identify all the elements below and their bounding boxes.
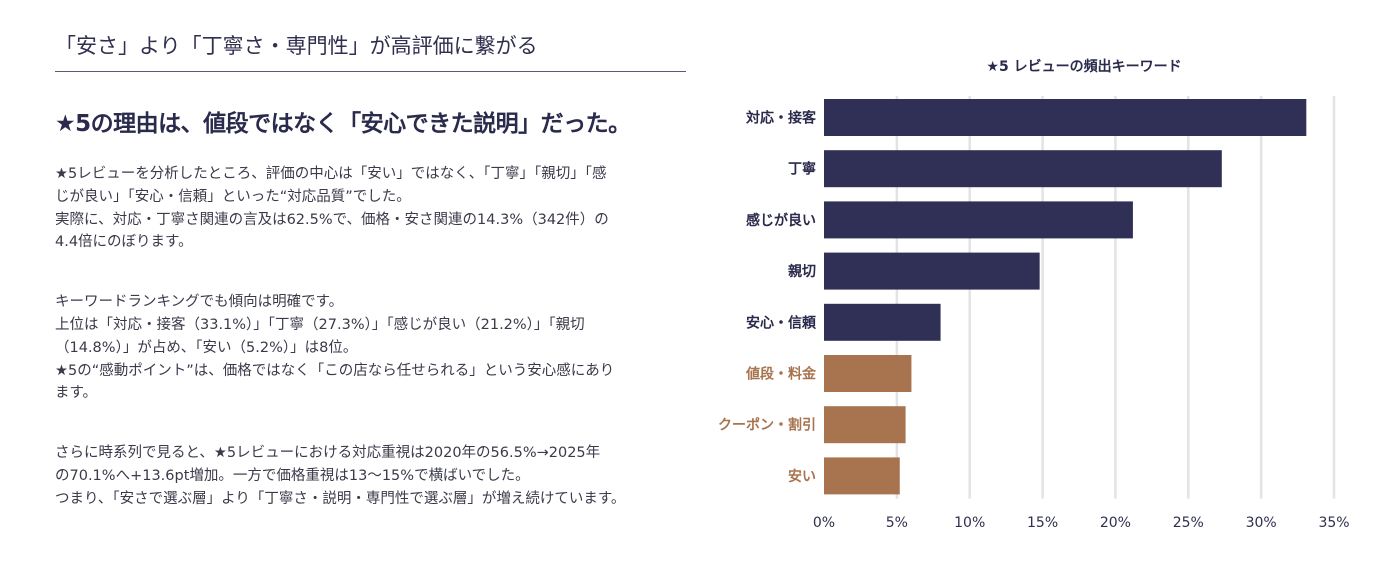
paragraph-line: ます。 xyxy=(55,385,98,402)
body-text: ★5レビューを分析したところ、評価の中心は「安い」ではなく、「丁寧」「親切」「感… xyxy=(55,163,625,511)
bar xyxy=(824,252,1040,290)
paragraph-line: 上位は「対応・接客（33.1%）」「丁寧（27.3%）」「感じが良い（21.2%… xyxy=(55,316,585,333)
paragraph-line: ★5の“感動ポイント”は、価格ではなく「この店なら任せられる」という安心感にあり xyxy=(55,362,615,379)
bar xyxy=(824,303,941,341)
category-label: 安い xyxy=(788,468,816,485)
paragraph-line: 実際に、対応・丁寧さ関連の言及は62.5%で、価格・安さ関連の14.3%（342… xyxy=(55,211,609,228)
category-label: クーポン・割引 xyxy=(718,417,816,434)
paragraph-line: ★5レビューを分析したところ、評価の中心は「安い」ではなく、「丁寧」「親切」「感 xyxy=(55,166,607,182)
paragraph-line: （14.8%）」が占め、「安い（5.2%）」は8位。 xyxy=(55,339,358,356)
paragraph-line: の70.1%へ+13.6pt増加。一方で価格重視は13〜15%で横ばいでした。 xyxy=(55,467,530,484)
paragraph-line: じが良い」「安心・信頼」といった“対応品質”でした。 xyxy=(55,188,411,205)
bar xyxy=(824,201,1133,239)
category-label: 丁寧 xyxy=(788,161,816,178)
category-label: 対応・接客 xyxy=(745,110,817,127)
paragraph-line: 4.4倍にのぼります。 xyxy=(55,234,193,251)
bar xyxy=(824,99,1307,136)
x-tick-label: 35% xyxy=(1318,515,1349,531)
x-tick-label: 20% xyxy=(1100,515,1131,531)
x-tick-label: 30% xyxy=(1246,515,1277,531)
title-divider xyxy=(55,71,686,72)
main-heading: ★5の理由は、値段ではなく「安心できた説明」だった。 xyxy=(55,111,631,137)
paragraph-line: つまり、「安さで選ぶ層」より「丁寧さ・説明・専門性で選ぶ層」が増え続けています。 xyxy=(55,490,626,507)
category-label: 安心・信頼 xyxy=(746,314,817,331)
section-title: 「安さ」より「丁寧さ・専門性」が高評価に繋がる xyxy=(55,34,538,58)
x-tick-label: 15% xyxy=(1027,515,1058,531)
category-label: 親切 xyxy=(788,263,816,280)
x-tick-label: 25% xyxy=(1173,515,1204,531)
bar xyxy=(824,457,900,495)
paragraph-line: キーワードランキングでも傾向は明確です。 xyxy=(55,294,344,311)
x-tick-label: 5% xyxy=(886,515,908,531)
bar xyxy=(824,150,1222,188)
category-label: 感じが良い xyxy=(746,212,816,229)
x-tick-label: 0% xyxy=(813,515,835,531)
bar xyxy=(824,355,912,392)
chart-title: ★5 レビューの頻出キーワード xyxy=(986,59,1182,75)
category-label: 値段・料金 xyxy=(745,366,817,383)
x-tick-label: 10% xyxy=(954,515,985,531)
paragraph-line: さらに時系列で見ると、★5レビューにおける対応重視は2020年の56.5%→20… xyxy=(55,445,601,462)
bar xyxy=(824,406,906,444)
